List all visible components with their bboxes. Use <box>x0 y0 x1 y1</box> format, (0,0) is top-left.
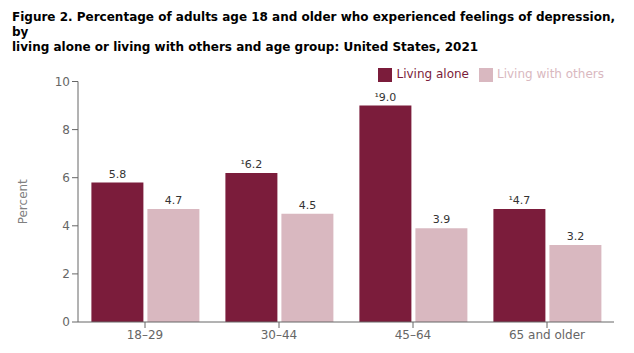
svg-text:4: 4 <box>62 219 70 233</box>
html-text:living alone or living with ot: living alone or living with others and a… <box>12 40 479 54</box>
svg-text:45–64: 45–64 <box>395 328 432 342</box>
svg-text:18–29: 18–29 <box>127 328 164 342</box>
svg-text:10: 10 <box>55 75 70 89</box>
svg-text:Percent: Percent <box>16 179 30 224</box>
svg-text:¹9.0: ¹9.0 <box>374 91 396 104</box>
svg-text:4.7: 4.7 <box>165 194 183 207</box>
svg-text:¹6.2: ¹6.2 <box>240 158 262 171</box>
html-text:Living with others: Living with others <box>497 67 604 81</box>
svg-text:5.8: 5.8 <box>109 168 127 181</box>
svg-text:¹4.7: ¹4.7 <box>508 194 530 207</box>
svg-text:6: 6 <box>62 171 70 185</box>
svg-text:8: 8 <box>62 123 70 137</box>
svg-text:3.2: 3.2 <box>567 230 585 243</box>
svg-text:4.5: 4.5 <box>299 199 317 212</box>
svg-text:2: 2 <box>62 267 70 281</box>
svg-text:0: 0 <box>62 315 70 329</box>
svg-text:30–44: 30–44 <box>261 328 298 342</box>
svg-text:65 and older: 65 and older <box>509 328 585 342</box>
html-text:Figure 2. Percentage of adults: Figure 2. Percentage of adults age 18 an… <box>12 10 615 39</box>
svg-text:3.9: 3.9 <box>433 213 451 226</box>
html-text:Living alone: Living alone <box>396 67 469 81</box>
